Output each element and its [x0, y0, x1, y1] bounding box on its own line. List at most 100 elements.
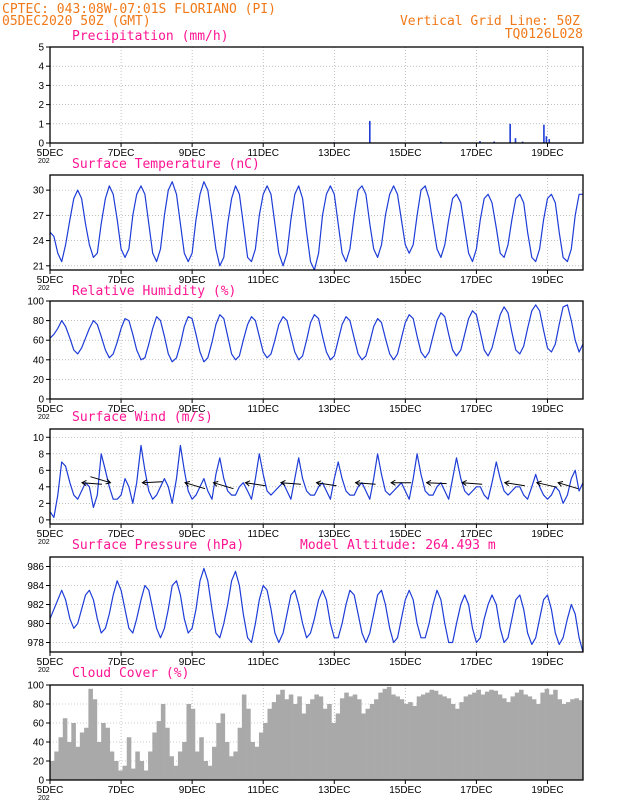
temp-xtick-label: 11DEC	[247, 275, 279, 286]
cloud-bar	[391, 694, 396, 780]
precip-frame	[49, 46, 584, 144]
cloud-ytick-label: 80	[33, 700, 45, 711]
wind-vector-head	[557, 480, 564, 487]
cloud-bar	[152, 732, 157, 780]
cloud-bar	[263, 723, 268, 780]
cloud-bar	[71, 723, 76, 780]
temp-xtick-label: 13DEC	[318, 275, 350, 286]
cloud-bar	[344, 692, 349, 780]
cloud-bar	[297, 696, 302, 780]
precip-xtick-label: 17DEC	[460, 148, 492, 159]
pres-xtick-label: 19DEC	[531, 657, 563, 668]
wind-vector-head	[461, 479, 467, 486]
cloud-bar	[463, 696, 469, 780]
rh-ytick-label: 20	[33, 375, 45, 386]
temp-line	[49, 181, 583, 271]
rh-year-fragment: 202	[38, 414, 50, 421]
cloud-bar	[570, 699, 575, 780]
cloud-bar	[241, 694, 247, 780]
wind-ytick-label: 0	[38, 515, 44, 526]
wind-vector	[316, 482, 337, 487]
pres-xtick-label: 7DEC	[108, 657, 135, 668]
cloud-bar	[275, 694, 281, 780]
temp-xtick-label: 19DEC	[531, 275, 563, 286]
cloud-bar	[220, 713, 226, 780]
cloud-panel: 0 20 40 60 80 100 5DEC 7DEC 9DEC 11DEC 13DEC 15DEC 1…	[27, 681, 584, 800]
precip-bar	[509, 123, 511, 143]
cloud-bar	[50, 761, 55, 780]
cloud-bar	[135, 751, 140, 780]
temp-year-fragment: 202	[38, 285, 50, 292]
pres-ytick-label: 978	[27, 638, 44, 649]
precip-ytick-label: 1	[38, 119, 44, 130]
cloud-bar	[271, 702, 277, 780]
precip-title: Precipitation (mm/h)	[72, 29, 229, 44]
cloud-year-fragment: 202	[38, 795, 50, 800]
pres-xtick-label: 9DEC	[179, 657, 206, 668]
rh-panel: 0 20 40 60 80 100 5DEC 7DEC 9DEC 11DEC 13DEC 15DEC 1…	[27, 297, 584, 421]
cloud-bar	[246, 708, 251, 780]
cloud-bar	[540, 692, 545, 780]
cloud-bar	[369, 704, 375, 780]
temp-panel: 21 24 27 30 5DEC 7DEC 9DEC 11DEC 13DEC 15DEC 17DEC…	[33, 174, 584, 292]
cloud-bar	[250, 742, 255, 780]
cloud-bar	[327, 704, 332, 780]
cloud-bar	[318, 696, 324, 780]
cloud-bar	[348, 696, 354, 780]
cloud-bar	[267, 708, 273, 780]
temp-xtick-label: 5DEC	[37, 275, 64, 286]
cloud-bar	[301, 713, 307, 780]
wind-vector-head	[184, 480, 190, 487]
cloud-bar	[118, 770, 123, 780]
rh-ytick-label: 100	[27, 297, 44, 308]
cloud-bar	[54, 751, 59, 780]
precip-bar	[543, 124, 545, 143]
cloud-bar	[553, 689, 558, 780]
cloud-bar	[148, 751, 153, 780]
pressure-model-altitude: Model Altitude: 264.493 m	[300, 538, 496, 553]
wind-vector	[462, 482, 483, 485]
pres-line	[49, 567, 584, 653]
cloud-bar	[177, 751, 183, 780]
cloud-bar	[182, 742, 187, 780]
header-run-id: TQ0126L028	[505, 27, 583, 42]
cloud-ytick-label: 60	[33, 719, 45, 730]
cloud-bar	[293, 704, 298, 780]
header-run-date: 05DEC2020 50Z (GMT)	[2, 14, 151, 29]
temp-ytick-label: 30	[33, 186, 45, 197]
cloud-bar	[374, 699, 379, 780]
cloud-bar	[357, 699, 362, 780]
precip-panel: 0 1 2 3 4 5 5DEC 7DEC 9DEC 11DEC 13DEC 15DEC 17DEC 19…	[37, 43, 584, 165]
header-grid-note: Vertical Grid Line: 50Z	[400, 14, 580, 29]
pres-panel: 978 980 982 984 986 5DEC 7DEC 9DEC 11DEC 13DEC 15D…	[27, 556, 584, 674]
cloud-bar	[574, 698, 580, 780]
cloud-bar	[203, 761, 209, 780]
cloud-bar	[442, 696, 447, 780]
precip-xtick-label: 5DEC	[37, 148, 64, 159]
cloud-bar	[84, 727, 89, 780]
cloud-title: Cloud Cover (%)	[72, 666, 189, 681]
cloud-bar	[305, 704, 311, 780]
precip-xtick-label: 19DEC	[531, 148, 563, 159]
temp-xtick-label: 9DEC	[179, 275, 206, 286]
cloud-bar	[122, 765, 128, 780]
cloud-bar	[58, 737, 64, 780]
cloud-xtick-label: 17DEC	[460, 785, 492, 796]
precip-bar	[514, 138, 517, 143]
precip-xtick-label: 9DEC	[179, 148, 206, 159]
wind-vector-head	[390, 479, 396, 486]
cloud-bar	[62, 718, 68, 780]
cloud-bar	[173, 765, 179, 780]
cloud-xtick-label: 7DEC	[108, 785, 135, 796]
cloud-xtick-label: 11DEC	[247, 785, 279, 796]
cloud-frame	[49, 684, 584, 781]
cloud-bar	[527, 696, 533, 780]
cloud-bar	[429, 689, 435, 780]
cloud-bar	[480, 694, 486, 780]
precip-bar	[521, 141, 524, 143]
cloud-bar	[416, 696, 422, 780]
wind-vector	[355, 482, 376, 485]
wind-frame	[49, 428, 584, 525]
cloud-bar	[459, 702, 464, 780]
pres-year-fragment: 202	[38, 667, 50, 674]
